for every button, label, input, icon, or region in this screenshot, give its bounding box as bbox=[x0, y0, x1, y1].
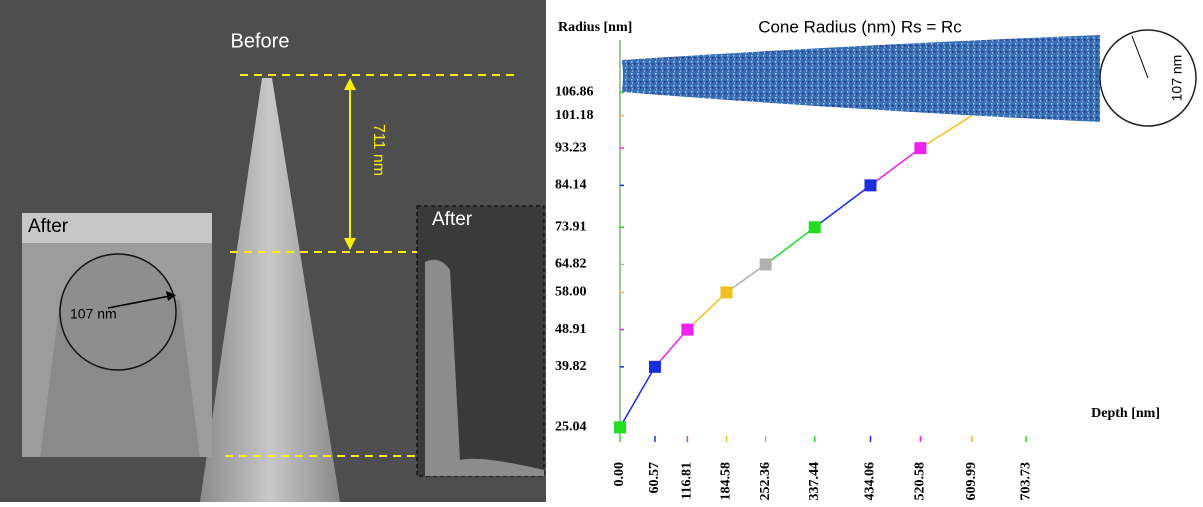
y-tick-label: 93.23 bbox=[555, 140, 587, 155]
y-tick-label: 58.00 bbox=[555, 285, 587, 300]
line-segment bbox=[815, 185, 871, 227]
point bbox=[614, 421, 626, 433]
height-label: 711 nm bbox=[370, 124, 387, 176]
chart-title: Cone Radius (nm) Rs = Rc bbox=[758, 17, 962, 36]
chart: Radius [nm] Cone Radius (nm) Rs = Rc Dep… bbox=[555, 17, 1196, 500]
x-tick-label: 60.57 bbox=[647, 462, 662, 494]
x-tick-label: 434.06 bbox=[863, 462, 878, 501]
x-tick-label: 252.36 bbox=[758, 462, 773, 501]
y-tick-label: 101.18 bbox=[555, 108, 594, 123]
x-tick-label: 0.00 bbox=[612, 462, 627, 487]
sem-panel: Before 711 nm After 107 nm After bbox=[0, 0, 546, 502]
line-segment bbox=[870, 148, 920, 185]
y-tick-label: 39.82 bbox=[555, 359, 587, 374]
x-axis-label: Depth [nm] bbox=[1091, 406, 1160, 421]
point bbox=[681, 324, 693, 336]
x-tick-label: 609.99 bbox=[964, 462, 979, 501]
line-segment bbox=[920, 116, 972, 149]
point bbox=[864, 179, 876, 191]
y-tick-label: 106.86 bbox=[555, 85, 594, 100]
page: Before 711 nm After 107 nm After Radius … bbox=[0, 0, 1203, 502]
point bbox=[809, 221, 821, 233]
x-tick-label: 116.81 bbox=[680, 462, 695, 500]
after-right-label: After bbox=[432, 209, 473, 230]
line-segment bbox=[620, 367, 655, 428]
x-tick-label: 520.58 bbox=[913, 462, 928, 501]
y-tick-label: 48.91 bbox=[555, 322, 587, 337]
point bbox=[721, 286, 733, 298]
y-tick-label: 84.14 bbox=[555, 178, 587, 193]
y-tick-label: 25.04 bbox=[555, 420, 587, 435]
radius-label: 107 nm bbox=[70, 306, 117, 322]
y-tick-label: 64.82 bbox=[555, 257, 587, 272]
point bbox=[914, 142, 926, 154]
radius-annotation: 107 nm bbox=[1169, 55, 1185, 102]
line-segment bbox=[766, 227, 815, 264]
figure: Before 711 nm After 107 nm After Radius … bbox=[0, 0, 1203, 502]
y-axis-label: Radius [nm] bbox=[558, 20, 632, 35]
cone-render bbox=[622, 35, 1100, 122]
point bbox=[760, 258, 772, 270]
x-tick-label: 703.73 bbox=[1018, 462, 1033, 501]
y-tick-label: 73.91 bbox=[555, 219, 587, 234]
x-tick-label: 184.58 bbox=[719, 462, 734, 501]
before-label: Before bbox=[231, 30, 290, 52]
x-tick-label: 337.44 bbox=[807, 462, 822, 501]
point bbox=[649, 361, 661, 373]
after-inset-label: After bbox=[28, 216, 69, 237]
